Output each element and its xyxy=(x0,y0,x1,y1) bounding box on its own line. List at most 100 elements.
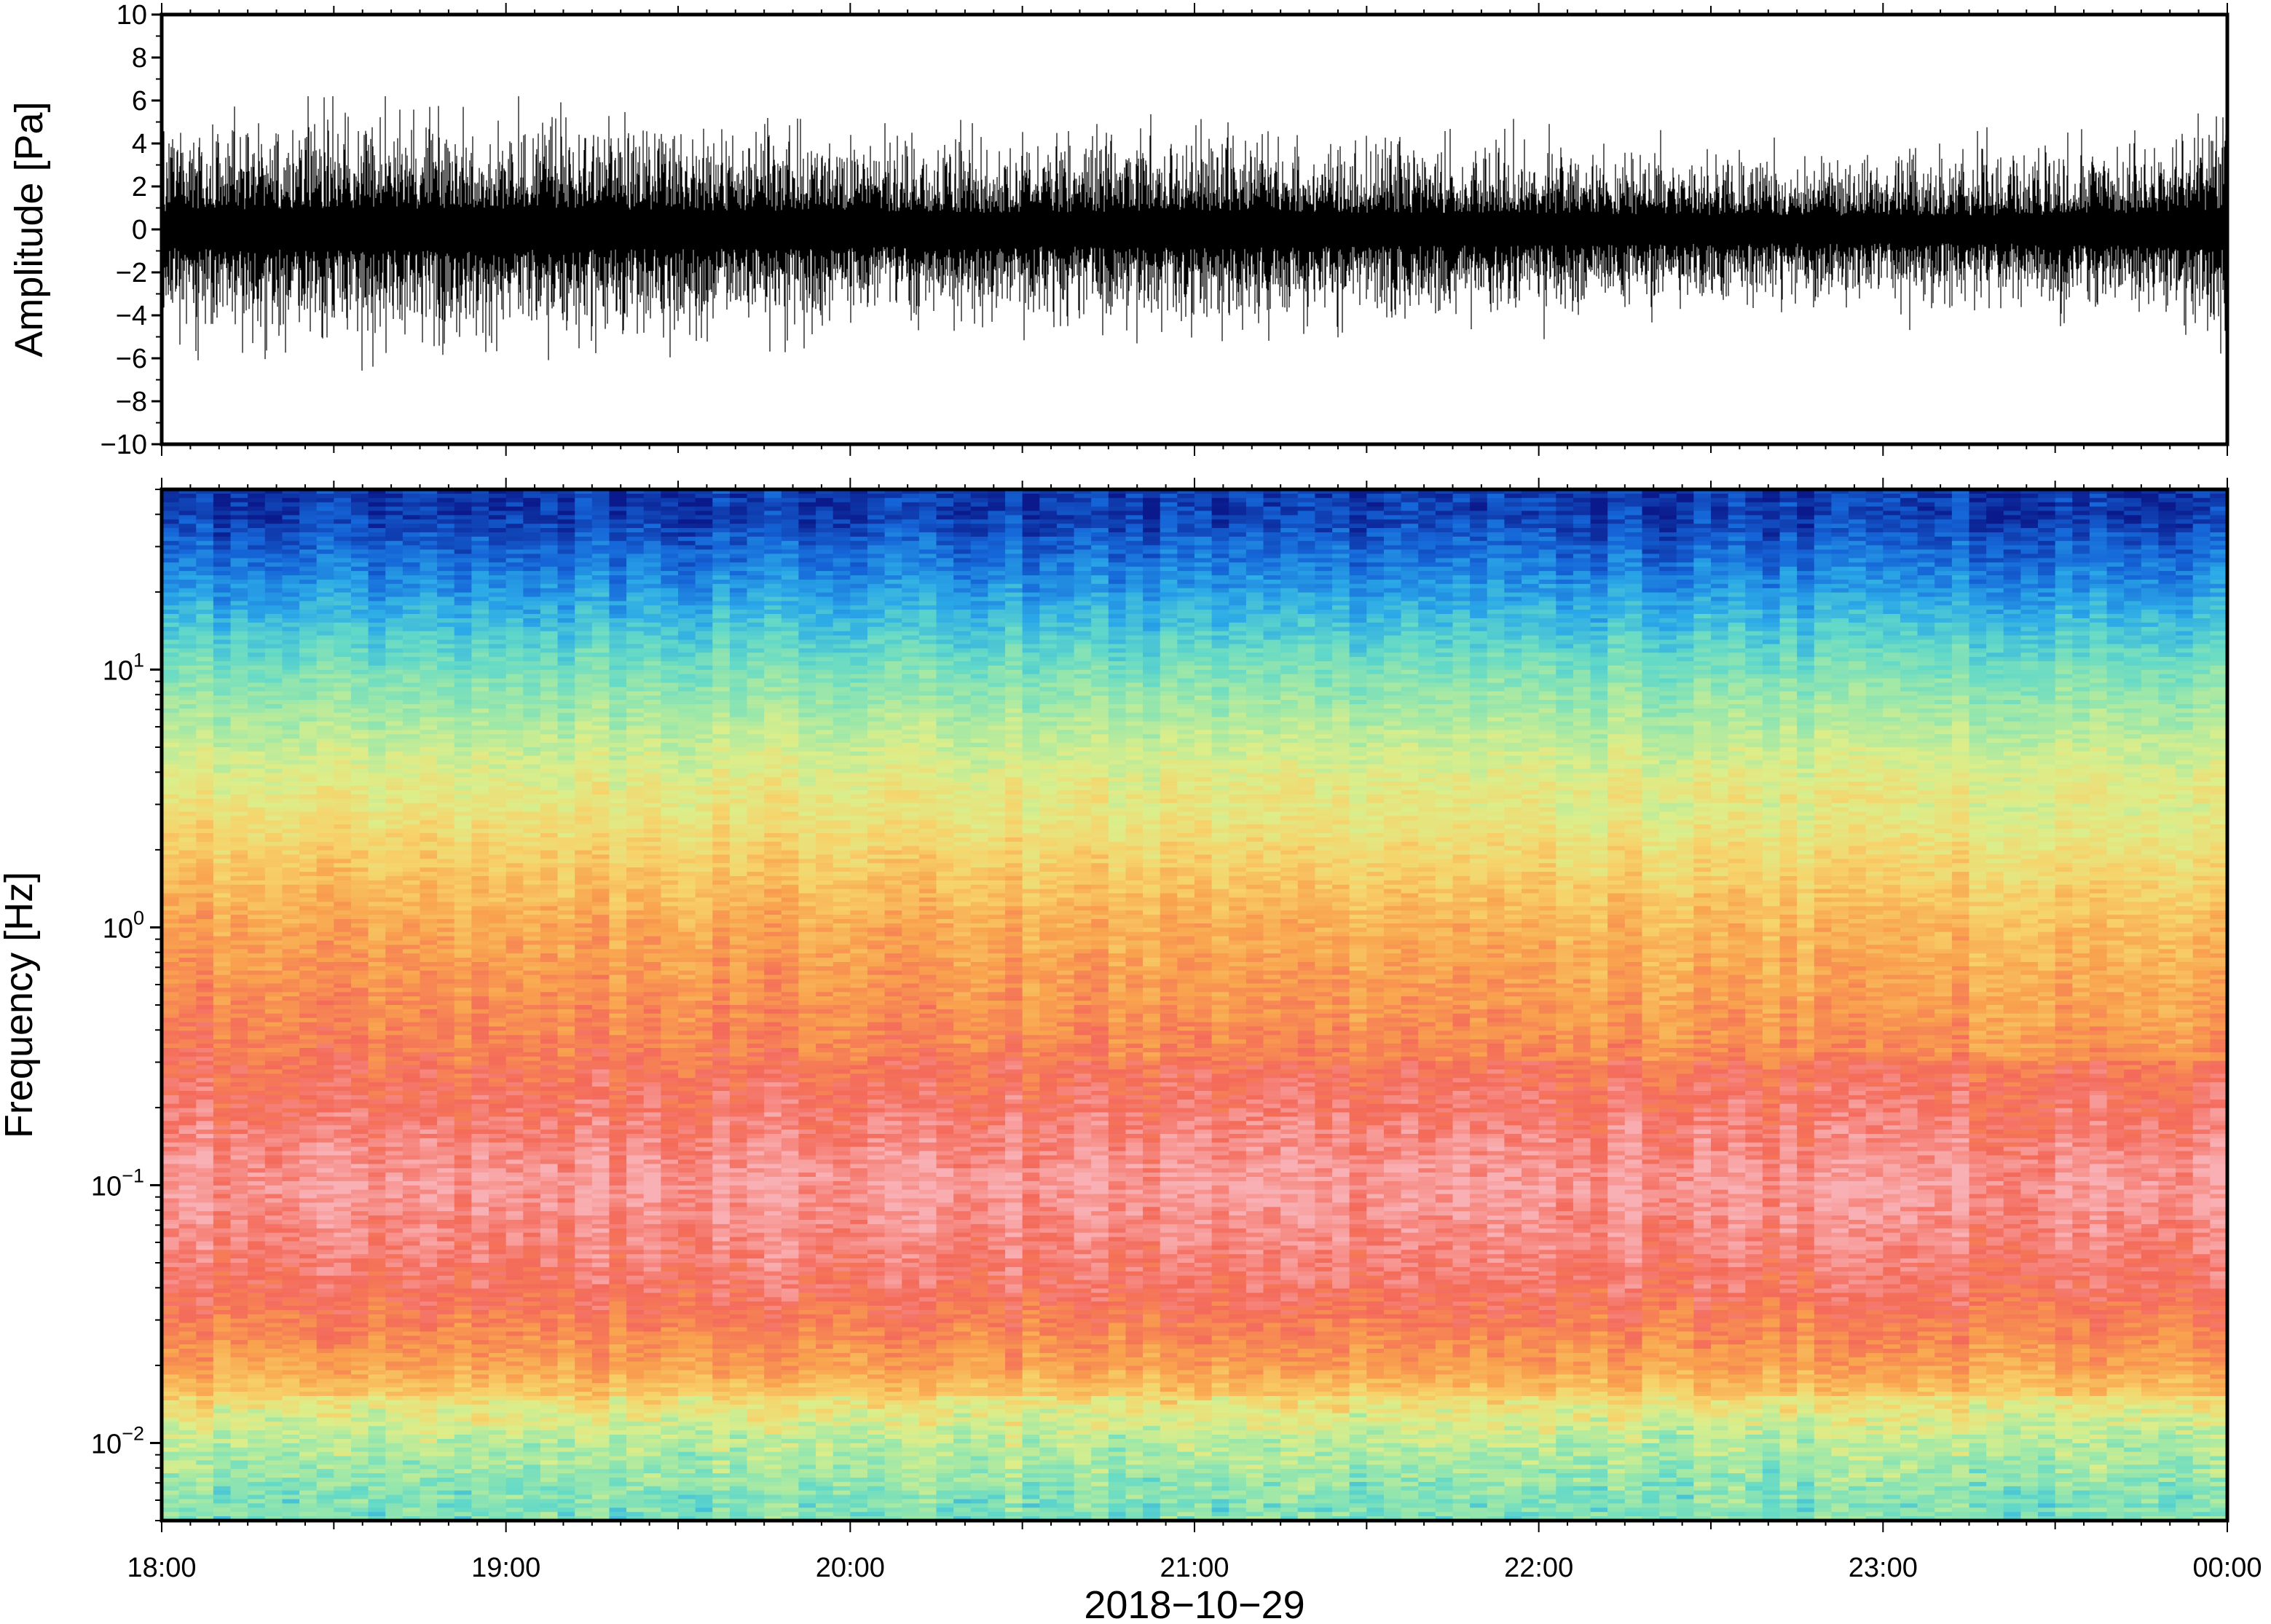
spectrogram-cell xyxy=(162,845,180,851)
spectrogram-cell xyxy=(299,837,318,843)
y-tick-label: −6 xyxy=(116,344,147,374)
spectrogram-cell xyxy=(505,622,524,628)
spectrogram-cell xyxy=(385,1266,404,1272)
spectrogram-cell xyxy=(334,1430,352,1435)
spectrogram-cell xyxy=(420,1022,438,1028)
spectrogram-cell xyxy=(248,983,266,989)
spectrogram-cell xyxy=(213,1438,232,1444)
spectrogram-cell xyxy=(420,1207,438,1212)
spectrogram-cell xyxy=(299,687,318,693)
spectrogram-cell xyxy=(385,1438,404,1444)
spectrogram-cell xyxy=(162,1387,180,1392)
spectrogram-cell xyxy=(505,966,524,971)
spectrogram-cell xyxy=(299,1344,318,1349)
spectrogram-cell xyxy=(299,622,318,628)
spectrogram-cell xyxy=(299,777,318,782)
spectrogram-cell xyxy=(230,1309,248,1315)
spectrogram-cell xyxy=(178,519,197,524)
spectrogram-cell xyxy=(162,1344,180,1349)
spectrogram-cell xyxy=(334,880,352,886)
spectrogram-cell xyxy=(264,601,283,607)
spectrogram-cell xyxy=(402,1318,421,1324)
spectrogram-cell xyxy=(350,1223,369,1229)
spectrogram-cell xyxy=(505,553,524,559)
spectrogram-cell xyxy=(162,760,180,765)
spectrogram-cell xyxy=(213,983,232,989)
spectrogram-cell xyxy=(178,1052,197,1057)
spectrogram-cell xyxy=(162,1258,180,1264)
spectrogram-cell xyxy=(178,540,197,546)
spectrogram-cell xyxy=(162,923,180,929)
spectrogram-cell xyxy=(316,524,335,529)
spectrogram-cell xyxy=(230,897,248,903)
spectrogram-cell xyxy=(420,974,438,980)
spectrogram-cell xyxy=(350,1271,369,1277)
spectrogram-cell xyxy=(402,738,421,744)
spectrogram-cell xyxy=(282,1301,300,1306)
spectrogram-cell xyxy=(368,833,387,838)
spectrogram-cell xyxy=(454,532,473,537)
spectrogram-cell xyxy=(402,1435,421,1440)
spectrogram-cell xyxy=(350,532,369,537)
spectrogram-cell xyxy=(454,1336,473,1341)
spectrogram-cell xyxy=(282,1352,300,1358)
spectrogram-cell xyxy=(350,897,369,903)
spectrogram-cell xyxy=(385,816,404,821)
spectrogram-cell xyxy=(178,1430,197,1435)
spectrogram-cell xyxy=(350,945,369,950)
spectrogram-cell xyxy=(385,506,404,512)
spectrogram-cell xyxy=(213,1327,232,1333)
spectrogram-cell xyxy=(264,1392,283,1397)
spectrogram-cell xyxy=(420,502,438,508)
spectrogram-cell xyxy=(385,1073,404,1079)
spectrogram-cell xyxy=(505,953,524,958)
spectrogram-cell xyxy=(316,691,335,696)
spectrogram-cell xyxy=(230,1215,248,1221)
spectrogram-cell xyxy=(282,1451,300,1457)
spectrogram-cell xyxy=(230,893,248,899)
spectrogram-cell xyxy=(385,532,404,537)
spectrogram-cell xyxy=(471,1481,489,1487)
spectrogram-cell xyxy=(420,1108,438,1113)
spectrogram-cell xyxy=(505,506,524,512)
spectrogram-cell xyxy=(316,700,335,705)
spectrogram-cell xyxy=(162,1168,180,1173)
spectrogram-cell xyxy=(471,1327,489,1333)
spectrogram-cell xyxy=(402,945,421,950)
spectrogram-cell xyxy=(264,1438,283,1444)
spectrogram-cell xyxy=(230,1352,248,1358)
spectrogram-cell xyxy=(230,829,248,834)
spectrogram-cell xyxy=(248,1250,266,1255)
spectrogram-cell xyxy=(248,1336,266,1341)
spectrogram-cell xyxy=(162,644,180,650)
spectrogram-cell xyxy=(420,1365,438,1371)
spectrogram-cell xyxy=(350,665,369,671)
spectrogram-cell xyxy=(264,884,283,890)
spectrogram-cell xyxy=(437,1417,455,1423)
spectrogram-cell xyxy=(196,1331,214,1337)
spectrogram-cell xyxy=(350,974,369,980)
spectrogram-cell xyxy=(316,1447,335,1453)
spectrogram-cell xyxy=(437,1323,455,1328)
spectrogram-cell xyxy=(420,712,438,718)
spectrogram-cell xyxy=(178,626,197,632)
spectrogram-cell xyxy=(316,653,335,658)
spectrogram-cell xyxy=(420,661,438,666)
spectrogram-cell xyxy=(178,820,197,825)
spectrogram-cell xyxy=(230,588,248,594)
spectrogram-cell xyxy=(316,1030,335,1036)
spectrogram-cell xyxy=(299,1138,318,1143)
spectrogram-cell xyxy=(264,618,283,623)
spectrogram-cell xyxy=(282,708,300,714)
spectrogram-cell xyxy=(196,1327,214,1333)
spectrogram-cell xyxy=(402,1087,421,1092)
spectrogram-cell xyxy=(505,833,524,838)
spectrogram-cell xyxy=(505,682,524,688)
spectrogram-cell xyxy=(402,653,421,658)
spectrogram-cell xyxy=(248,1417,266,1423)
spectrogram-cell xyxy=(264,1473,283,1478)
spectrogram-cell xyxy=(454,618,473,623)
spectrogram-cell xyxy=(420,751,438,757)
spectrogram-cell xyxy=(213,1228,232,1234)
spectrogram-cell xyxy=(454,1503,473,1509)
